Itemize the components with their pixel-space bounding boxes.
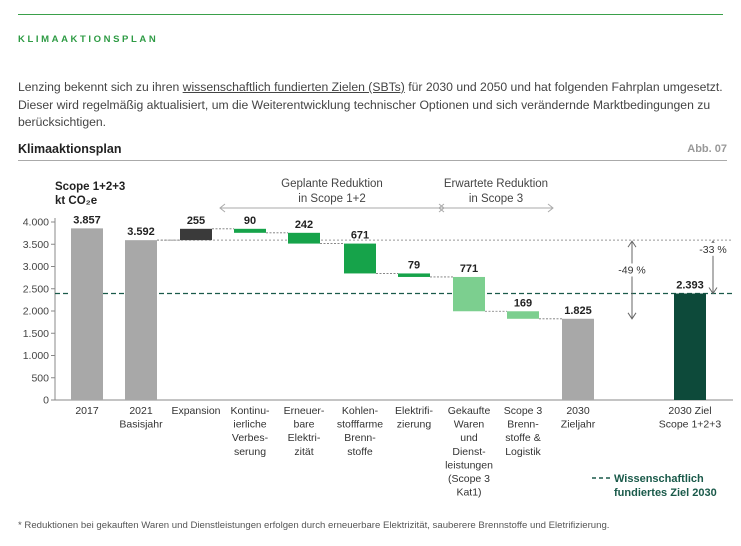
y-axis-label: Scope 1+2+3: [55, 181, 125, 193]
y-tick-label: 1.000: [23, 350, 49, 362]
bar-10: [674, 293, 706, 400]
footnote: * Reduktionen bei gekauften Waren und Di…: [18, 520, 610, 531]
legend-label: Wissenschaftlich: [614, 473, 704, 485]
y-tick-label: 2.000: [23, 306, 49, 318]
percent-label: -33 %: [699, 244, 726, 256]
y-tick-label: 500: [31, 372, 49, 384]
y-tick-label: 1.500: [23, 328, 49, 340]
bar-5: [344, 243, 376, 274]
x-tick-label: und: [460, 432, 478, 444]
x-tick-label: Waren: [454, 419, 485, 431]
bar-7: [453, 276, 485, 312]
x-tick-label: zierung: [397, 419, 432, 431]
intro-text-2: für 2030 und 2050 und hat folgenden Fahr…: [18, 80, 723, 130]
bar-value-label: 242: [295, 219, 313, 231]
percent-arrow-head-down: [708, 287, 718, 295]
x-tick-label: Dienst-: [452, 446, 486, 458]
percent-label-bg: [615, 263, 649, 277]
x-tick-label: 2030 Ziel: [668, 405, 711, 417]
bar-8: [507, 311, 539, 319]
figure-label: Abb. 07: [687, 143, 727, 155]
group-annotation-label: in Scope 3: [469, 193, 523, 205]
bar-value-label: 3.857: [73, 214, 101, 226]
x-tick-label: Basisjahr: [119, 419, 163, 431]
group-arrow-head-left: [219, 203, 226, 213]
x-tick-label: zität: [294, 446, 313, 458]
x-tick-label: Zieljahr: [561, 419, 596, 431]
top-accent-line: [18, 14, 723, 15]
sbt-link[interactable]: wissenschaftlich fundierten Zielen (SBTs…: [182, 80, 405, 94]
x-tick-label: Kontinu-: [230, 405, 270, 417]
y-axis-label: kt CO₂e: [55, 195, 97, 207]
x-tick-label: Kohlen-: [342, 405, 379, 417]
bar-0: [71, 228, 103, 400]
intro-text-1: Lenzing bekennt sich zu ihren: [18, 80, 183, 94]
x-tick-label: Verbes-: [232, 432, 269, 444]
x-tick-label: Brenn-: [507, 419, 539, 431]
bar-1: [125, 240, 157, 400]
y-tick-label: 2.500: [23, 283, 49, 295]
x-tick-label: Expansion: [171, 405, 220, 417]
x-tick-label: 2030: [566, 405, 590, 417]
title-rule: [18, 160, 727, 161]
y-tick-label: 3.000: [23, 261, 49, 273]
x-tick-label: Logistik: [505, 446, 541, 458]
x-tick-label: 2017: [75, 405, 99, 417]
x-tick-label: (Scope 3: [448, 473, 490, 485]
group-annotation-label: Erwartete Reduktion: [444, 178, 548, 190]
y-tick-label: 4.000: [23, 217, 49, 229]
x-tick-label: bare: [293, 419, 314, 431]
group-annotation-label: in Scope 1+2: [298, 193, 365, 205]
x-tick-label: Brenn-: [344, 432, 376, 444]
group-arrow-head-right: [547, 203, 554, 213]
x-tick-label: Scope 3: [504, 405, 543, 417]
x-tick-label: stoffe: [347, 446, 373, 458]
bar-4: [288, 232, 320, 244]
x-tick-label: Kat1): [456, 487, 481, 499]
bar-value-label: 671: [351, 230, 369, 242]
x-tick-label: Elektrifi-: [395, 405, 433, 417]
bar-value-label: 79: [408, 259, 420, 271]
y-tick-label: 0: [43, 395, 49, 407]
bar-value-label: 3.592: [127, 226, 155, 238]
x-tick-label: stoffe &: [505, 432, 540, 444]
bar-value-label: 1.825: [564, 305, 592, 317]
x-tick-label: ierliche: [233, 419, 266, 431]
x-tick-label: 2021: [129, 405, 153, 417]
chart-title: Klimaaktionsplan: [18, 142, 122, 156]
x-tick-label: Erneuer-: [284, 405, 325, 417]
bar-value-label: 771: [460, 263, 478, 275]
bar-6: [398, 273, 430, 277]
percent-label-bg: [696, 242, 730, 256]
x-tick-label: Scope 1+2+3: [659, 419, 722, 431]
bar-value-label: 90: [244, 215, 256, 227]
group-annotation-label: Geplante Reduktion: [281, 178, 383, 190]
bar-value-label: 169: [514, 297, 532, 309]
percent-arrow-head-down: [627, 312, 637, 320]
x-tick-label: Gekaufte: [448, 405, 491, 417]
section-label: KLIMAAKTIONSPLAN: [18, 34, 159, 45]
x-tick-label: serung: [234, 446, 266, 458]
intro-paragraph: Lenzing bekennt sich zu ihren wissenscha…: [18, 79, 723, 132]
bar-value-label: 255: [187, 215, 205, 227]
percent-arrow-head-up: [627, 240, 637, 248]
legend-label: fundiertes Ziel 2030: [614, 487, 717, 499]
x-tick-label: stofffarme: [337, 419, 383, 431]
percent-label: -49 %: [618, 264, 645, 276]
group-arrow-head-left: [438, 203, 445, 213]
bar-9: [562, 318, 594, 400]
y-tick-label: 3.500: [23, 239, 49, 251]
bar-3: [234, 228, 266, 233]
x-tick-label: Elektri-: [288, 432, 321, 444]
x-tick-label: leistungen: [445, 459, 493, 471]
bar-2: [180, 228, 212, 241]
bar-value-label: 2.393: [676, 280, 704, 292]
